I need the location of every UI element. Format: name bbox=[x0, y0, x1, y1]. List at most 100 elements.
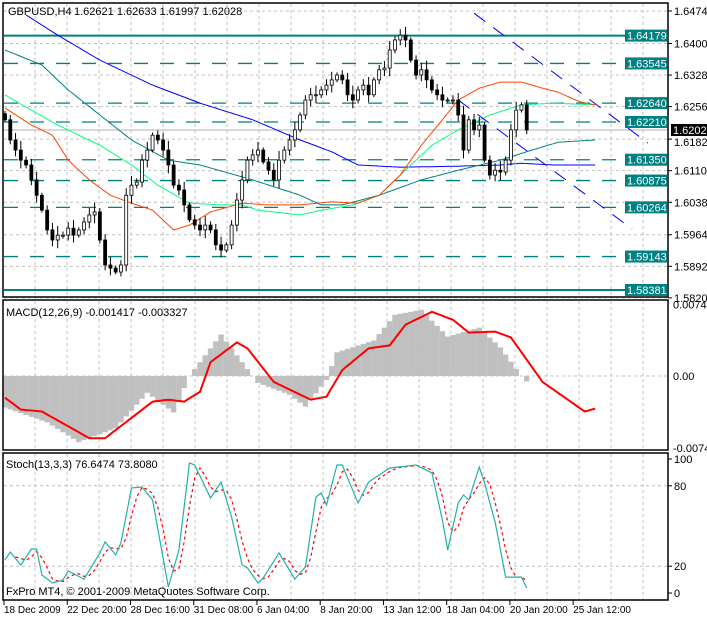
macd-histogram-bar bbox=[260, 376, 266, 385]
macd-histogram-bar bbox=[413, 310, 419, 376]
macd-histogram-bar bbox=[244, 369, 251, 376]
macd-histogram-bar bbox=[123, 376, 129, 417]
bull-candle bbox=[82, 221, 86, 231]
macd-histogram-bar bbox=[318, 376, 324, 387]
bull-candle bbox=[129, 184, 134, 196]
macd-histogram-bar bbox=[12, 376, 19, 412]
macd-histogram-bar bbox=[39, 376, 45, 421]
bull-candle bbox=[319, 89, 324, 96]
macd-histogram-bar bbox=[181, 376, 187, 389]
macd-histogram-bar bbox=[329, 366, 335, 376]
macd-panel bbox=[2, 309, 596, 443]
macd-histogram-bar bbox=[371, 340, 377, 376]
macd-histogram-bar bbox=[70, 376, 77, 439]
price-tick-label: 1.61820 bbox=[674, 137, 707, 149]
macd-histogram-bar bbox=[323, 376, 330, 380]
time-tick-label: 28 Dec 16:00 bbox=[130, 605, 190, 616]
price-tick-label: 1.62560 bbox=[674, 102, 707, 114]
macd-histogram-bar bbox=[134, 376, 140, 405]
bear-candle bbox=[498, 169, 503, 173]
bear-candle bbox=[187, 204, 192, 221]
macd-histogram-bar bbox=[502, 354, 509, 376]
time-tick-label: 20 Jan 20:00 bbox=[510, 605, 568, 616]
bull-candle bbox=[224, 244, 229, 251]
trend-channel bbox=[457, 12, 649, 230]
bull-candle bbox=[134, 181, 139, 186]
bear-candle bbox=[113, 267, 118, 273]
macd-histogram-bar bbox=[139, 376, 145, 399]
bull-candle bbox=[377, 69, 382, 81]
grid-lines bbox=[4, 4, 667, 599]
macd-histogram-bar bbox=[176, 376, 182, 401]
horizontal-levels bbox=[4, 34, 667, 291]
macd-histogram-bar bbox=[297, 376, 303, 403]
price-tick-label: 1.58200 bbox=[674, 293, 707, 305]
bear-candle bbox=[487, 159, 492, 176]
bear-candle bbox=[266, 161, 271, 171]
level-price-badge bbox=[625, 97, 667, 110]
macd-panel-frame bbox=[2, 299, 669, 451]
macd-histogram-bar bbox=[165, 376, 172, 409]
bear-candle bbox=[108, 264, 113, 269]
bear-candle bbox=[182, 189, 187, 206]
macd-histogram-bar bbox=[23, 376, 29, 415]
macd-histogram-bar bbox=[91, 376, 98, 437]
bear-candle bbox=[408, 39, 413, 61]
macd-histogram-bar bbox=[102, 376, 108, 433]
stoch-axis-label: 100 bbox=[674, 454, 692, 466]
bear-candle bbox=[50, 229, 55, 241]
stoch-axis-label: 20 bbox=[674, 561, 686, 573]
bull-candle bbox=[87, 214, 92, 223]
macd-histogram-bar bbox=[170, 376, 177, 413]
price-tick-label: 1.58920 bbox=[674, 261, 707, 273]
bear-candle bbox=[45, 209, 50, 231]
macd-histogram-bar bbox=[355, 345, 361, 376]
bear-candle bbox=[414, 59, 418, 76]
level-price-label: 1.60264 bbox=[627, 202, 667, 214]
macd-histogram-bar bbox=[497, 347, 504, 376]
bear-candle bbox=[192, 219, 197, 226]
macd-histogram-bar bbox=[408, 311, 414, 376]
macd-axis-label: 0.00 bbox=[673, 371, 694, 383]
macd-histogram-bar bbox=[387, 321, 393, 376]
bear-candle bbox=[177, 184, 181, 191]
macd-histogram-bar bbox=[228, 348, 235, 376]
macd-histogram-bar bbox=[508, 361, 514, 376]
bull-candle bbox=[282, 149, 287, 161]
macd-histogram-bar bbox=[28, 376, 35, 417]
macd-histogram-bar bbox=[423, 315, 430, 376]
macd-histogram-bar bbox=[202, 355, 208, 376]
bull-candle bbox=[66, 227, 71, 236]
bear-candle bbox=[219, 244, 223, 251]
bear-candle bbox=[524, 104, 529, 131]
macd-histogram-bar bbox=[76, 376, 82, 443]
bear-candle bbox=[345, 79, 350, 96]
macd-histogram-bar bbox=[49, 376, 56, 426]
bear-candle bbox=[166, 149, 171, 166]
bull-candle bbox=[292, 129, 297, 141]
time-tick-label: 8 Jan 20:00 bbox=[320, 605, 373, 616]
macd-histogram-bar bbox=[265, 376, 272, 387]
macd-histogram-bar bbox=[107, 376, 114, 431]
bull-candle bbox=[145, 149, 150, 161]
macd-histogram-bar bbox=[360, 343, 367, 376]
macd-histogram-bar bbox=[307, 376, 314, 400]
macd-histogram-bar bbox=[418, 309, 425, 376]
macd-histogram-bar bbox=[444, 336, 451, 376]
macd-histogram-bar bbox=[81, 376, 87, 441]
macd-histogram-bar bbox=[286, 376, 293, 395]
macd-histogram-bar bbox=[44, 376, 50, 423]
moving-average-line bbox=[4, 94, 596, 216]
bull-candle bbox=[387, 49, 392, 69]
macd-histogram-bar bbox=[481, 332, 488, 376]
price-tick-label: 1.61100 bbox=[674, 166, 707, 178]
bull-candle bbox=[308, 94, 313, 101]
time-tick-label: 18 Jan 04:00 bbox=[447, 605, 505, 616]
macd-histogram-bar bbox=[192, 369, 198, 376]
bull-candle bbox=[329, 79, 334, 86]
macd-histogram-bar bbox=[344, 348, 351, 376]
macd-histogram-bar bbox=[313, 376, 319, 394]
macd-histogram-bar bbox=[513, 368, 519, 376]
bear-candle bbox=[24, 159, 28, 166]
